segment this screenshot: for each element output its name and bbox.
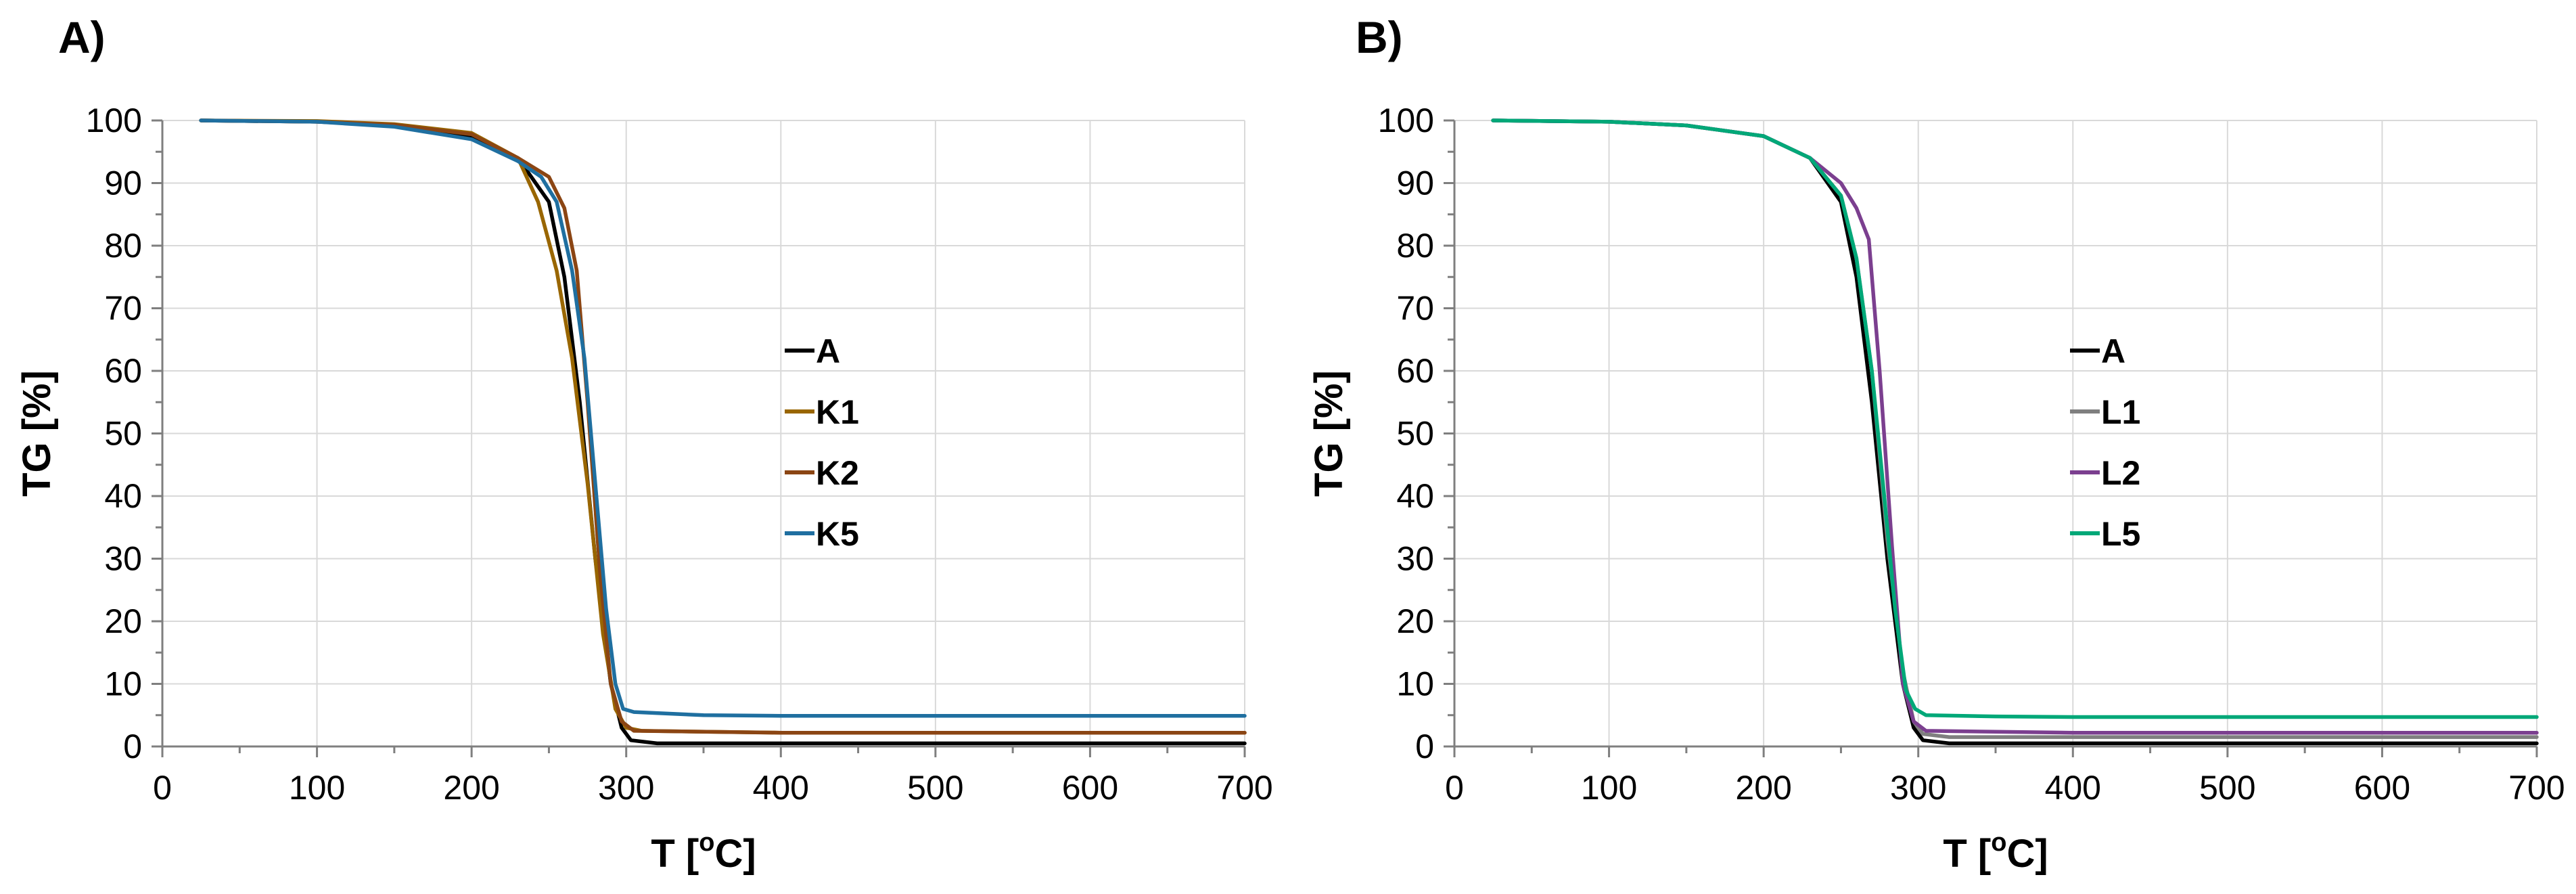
legend-label-K1: K1	[816, 393, 859, 431]
panel-label: B)	[1356, 12, 1403, 62]
series-line-K5	[199, 118, 1247, 718]
x-tick-label: 100	[1581, 769, 1637, 807]
y-tick-label: 90	[104, 164, 142, 202]
y-tick-label: 70	[1396, 290, 1434, 328]
y-tick-label: 60	[104, 352, 142, 390]
legend-label-L1: L1	[2101, 393, 2140, 431]
legend-label-A: A	[2101, 332, 2125, 370]
y-axis-title: TG [%]	[1307, 370, 1351, 497]
x-tick-label: 600	[2354, 769, 2410, 807]
x-tick-label: 400	[753, 769, 809, 807]
x-axis-title-part: T [	[1943, 832, 1991, 876]
y-tick-label: 40	[1396, 477, 1434, 515]
panel-label: A)	[58, 12, 106, 62]
legend-label-A: A	[816, 332, 840, 370]
y-tick-label: 100	[86, 102, 142, 139]
y-tick-label: 100	[1378, 102, 1434, 139]
series-line-L5	[1491, 118, 2539, 719]
x-axis-title-superscript: o	[699, 828, 714, 857]
legend-label-L5: L5	[2101, 515, 2140, 553]
legend-label-K2: K2	[816, 454, 859, 492]
x-tick-label: 700	[1216, 769, 1272, 807]
x-tick-label: 0	[153, 769, 172, 807]
y-axis-title: TG [%]	[15, 370, 59, 497]
x-axis-title-part: C]	[2006, 832, 2048, 876]
y-tick-label: 40	[104, 477, 142, 515]
y-tick-label: 50	[1396, 415, 1434, 453]
legend-label-L2: L2	[2101, 454, 2140, 492]
legend-label-K5: K5	[816, 515, 859, 553]
y-tick-label: 10	[104, 665, 142, 703]
y-tick-label: 50	[104, 415, 142, 453]
series-line-L1	[1491, 118, 2539, 739]
series-line-K1	[199, 118, 1247, 735]
x-tick-label: 300	[598, 769, 654, 807]
series-line-K2	[199, 118, 1247, 735]
chart-panel-a: A) 0 100 200 300 400 500 600 700 0 10 20 30 40 50 60 70 8…	[15, 12, 1273, 876]
x-axis-title: T [oC]	[651, 828, 756, 876]
y-tick-label: 70	[104, 290, 142, 328]
x-tick-label: 500	[907, 769, 963, 807]
y-tick-label: 20	[1396, 602, 1434, 640]
x-tick-label: 0	[1445, 769, 1464, 807]
x-tick-label: 400	[2045, 769, 2101, 807]
y-tick-label: 30	[1396, 540, 1434, 578]
series-line-L2	[1491, 118, 2539, 735]
chart-panel-b: B) 0 100 200 300 400 500 600 700 0 10 20 30 40 50 60 70 8…	[1307, 12, 2565, 876]
x-tick-label: 100	[289, 769, 345, 807]
x-axis-title-part: C]	[714, 832, 756, 876]
x-tick-label: 600	[1062, 769, 1118, 807]
x-tick-label: 200	[443, 769, 499, 807]
x-axis-title: T [oC]	[1943, 828, 2048, 876]
y-tick-label: 30	[104, 540, 142, 578]
x-axis-title-part: T [	[651, 832, 699, 876]
y-tick-label: 80	[104, 227, 142, 265]
y-tick-label: 10	[1396, 665, 1434, 703]
series-line-A	[1491, 118, 2539, 746]
x-tick-label: 500	[2199, 769, 2255, 807]
series-line-A	[199, 118, 1247, 746]
x-tick-label: 300	[1890, 769, 1946, 807]
y-tick-label: 60	[1396, 352, 1434, 390]
y-tick-label: 90	[1396, 164, 1434, 202]
y-tick-label: 0	[1415, 728, 1434, 765]
x-axis-title-superscript: o	[1991, 828, 2006, 857]
y-tick-label: 80	[1396, 227, 1434, 265]
y-tick-label: 0	[123, 728, 142, 765]
x-tick-label: 200	[1735, 769, 1791, 807]
x-tick-label: 700	[2508, 769, 2564, 807]
y-tick-label: 20	[104, 602, 142, 640]
